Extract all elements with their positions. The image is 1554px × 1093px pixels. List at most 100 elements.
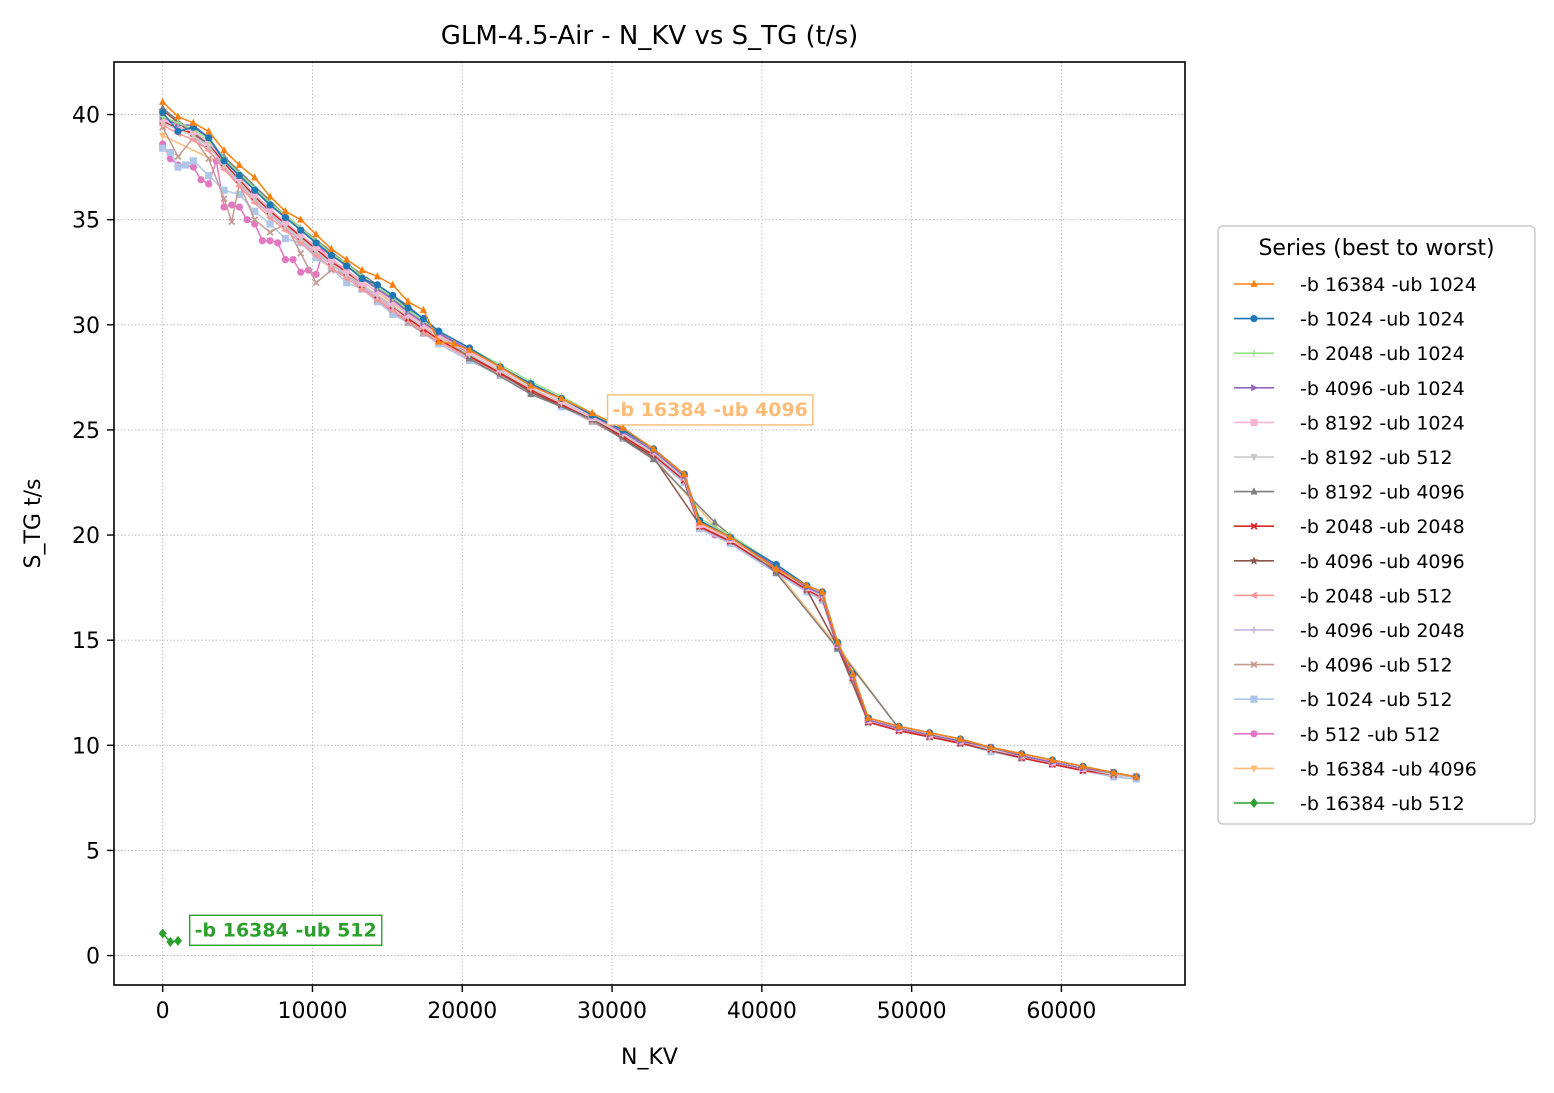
data-point (311, 251, 319, 260)
data-point (235, 171, 243, 180)
data-point (266, 237, 274, 245)
legend-item: -b 2048 -ub 1024 (1234, 343, 1465, 365)
legend-item: -b 512 -ub 512 (1234, 724, 1441, 746)
legend-swatch-marker (1250, 730, 1258, 738)
data-point (243, 216, 251, 224)
data-point (833, 637, 842, 646)
legend-label: -b 8192 -ub 1024 (1300, 412, 1465, 434)
chart-title: GLM-4.5-Air - N_KV vs S_TG (t/s) (441, 21, 859, 51)
annotation-label: -b 16384 -ub 512 (195, 919, 377, 941)
data-point (711, 518, 719, 526)
data-point (281, 213, 289, 222)
grid (114, 62, 1185, 985)
data-point (251, 186, 259, 194)
data-point (388, 306, 396, 314)
data-point (159, 132, 167, 140)
legend-item: -b 16384 -ub 512 (1234, 793, 1465, 815)
series-layer (158, 97, 1141, 947)
data-point (435, 327, 443, 335)
annotation: -b 16384 -ub 4096 (606, 394, 814, 426)
data-point (265, 213, 273, 222)
x-tick-label: 20000 (427, 999, 497, 1024)
data-point (849, 669, 857, 677)
data-point (956, 734, 964, 742)
data-point (1079, 762, 1087, 770)
data-point (220, 145, 228, 154)
data-point (772, 564, 780, 572)
legend-label: -b 16384 -ub 1024 (1300, 274, 1477, 296)
data-point (342, 274, 350, 283)
data-point (251, 216, 259, 224)
data-point (166, 936, 175, 947)
legend-item: -b 4096 -ub 1024 (1234, 378, 1465, 400)
data-point (159, 144, 167, 152)
data-point (327, 251, 336, 260)
legend-swatch-marker (1250, 695, 1258, 703)
data-point (1110, 768, 1118, 776)
legend-label: -b 8192 -ub 4096 (1300, 482, 1465, 504)
annotation-box (606, 394, 814, 426)
legend-item: -b 8192 -ub 512 (1234, 447, 1453, 469)
data-point (228, 218, 236, 226)
legend-label: -b 16384 -ub 4096 (1300, 758, 1477, 780)
legend-label: -b 8192 -ub 512 (1300, 447, 1453, 469)
y-tick-label: 40 (72, 104, 100, 129)
data-point (159, 108, 167, 117)
data-point (404, 297, 412, 305)
data-point (619, 423, 627, 431)
data-point (649, 455, 658, 463)
y-tick-label: 35 (72, 209, 100, 234)
data-point (289, 256, 297, 264)
y-tick-label: 5 (86, 839, 100, 864)
data-point (174, 153, 182, 161)
data-point (327, 264, 335, 272)
data-point (327, 244, 336, 253)
legend-label: -b 2048 -ub 512 (1300, 585, 1453, 607)
data-point (182, 161, 190, 169)
data-point (228, 201, 236, 209)
data-point (1048, 755, 1056, 763)
x-tick-label: 60000 (1026, 999, 1096, 1024)
data-point (159, 103, 167, 112)
data-point (250, 199, 258, 207)
y-tick-label: 15 (72, 629, 100, 654)
annotation-layer: -b 16384 -ub 4096 -b 16384 -ub 512 (188, 394, 814, 946)
legend-label: -b 512 -ub 512 (1300, 724, 1441, 746)
legend-item: -b 2048 -ub 512 (1234, 585, 1453, 607)
data-point (251, 207, 259, 215)
data-point (274, 239, 282, 247)
legend-item: -b 8192 -ub 1024 (1234, 412, 1465, 434)
legend-label: -b 2048 -ub 1024 (1300, 343, 1465, 365)
data-point (281, 235, 289, 243)
data-point (358, 279, 366, 287)
data-point (281, 218, 289, 226)
data-point (174, 119, 182, 127)
legend-swatch-marker (1250, 349, 1258, 357)
y-tick-label: 30 (72, 314, 100, 339)
legend-swatch-marker (1249, 591, 1257, 599)
legend-item: -b 2048 -ub 2048 (1234, 516, 1465, 538)
data-point (266, 228, 274, 236)
data-point (189, 163, 197, 171)
data-point (419, 314, 428, 323)
series (159, 97, 1140, 780)
legend-swatch-marker (1250, 315, 1258, 323)
legend-label: -b 2048 -ub 2048 (1300, 516, 1465, 538)
data-point (312, 239, 320, 247)
data-point (588, 408, 596, 416)
data-point (235, 190, 243, 199)
data-point (389, 310, 397, 318)
data-point (818, 587, 826, 595)
data-point (281, 206, 289, 215)
legend-item: -b 4096 -ub 2048 (1234, 620, 1465, 642)
data-point (235, 160, 243, 168)
data-point (343, 266, 351, 274)
y-tick-label: 0 (86, 945, 100, 970)
data-point (527, 389, 535, 398)
legend-swatch-marker (1250, 661, 1258, 669)
legend-label: -b 4096 -ub 2048 (1300, 620, 1465, 642)
data-point (219, 165, 227, 173)
x-tick-label: 0 (156, 999, 170, 1024)
axis-ticks: 0 10000 20000 30000 40000 50000 60000 0 5 10 15 20 2… (72, 104, 1096, 1024)
